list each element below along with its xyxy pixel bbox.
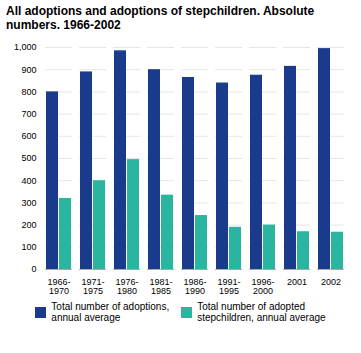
- svg-text:400: 400: [21, 175, 36, 185]
- html-text:All adoptions and adoptions of: All adoptions and adoptions of stepchild…: [6, 4, 315, 33]
- svg-text:300: 300: [21, 198, 36, 208]
- svg-text:700: 700: [21, 109, 36, 119]
- svg-text:1991-1995: 1991-1995: [217, 277, 240, 296]
- html-text:Total number of adopted stepch: Total number of adopted stepchildren, an…: [197, 300, 326, 324]
- svg-text:1976-1980: 1976-1980: [115, 277, 138, 296]
- svg-text:800: 800: [21, 87, 36, 97]
- svg-text:500: 500: [21, 153, 36, 163]
- svg-text:900: 900: [21, 64, 36, 74]
- svg-text:2002: 2002: [321, 277, 341, 287]
- html-text:Total number of adoptions, ann: Total number of adoptions, annual averag…: [51, 300, 170, 324]
- svg-text:1,000: 1,000: [14, 42, 37, 52]
- svg-text:1971-1975: 1971-1975: [81, 277, 104, 296]
- svg-text:2001: 2001: [287, 277, 307, 287]
- svg-text:200: 200: [21, 220, 36, 230]
- svg-text:100: 100: [21, 242, 36, 252]
- svg-text:1966-1970: 1966-1970: [47, 277, 70, 296]
- svg-text:1986-1990: 1986-1990: [183, 277, 206, 296]
- svg-text:600: 600: [21, 131, 36, 141]
- svg-text:1981-1985: 1981-1985: [149, 277, 172, 296]
- svg-text:1996-2000: 1996-2000: [251, 277, 274, 296]
- svg-text:0: 0: [31, 264, 36, 274]
